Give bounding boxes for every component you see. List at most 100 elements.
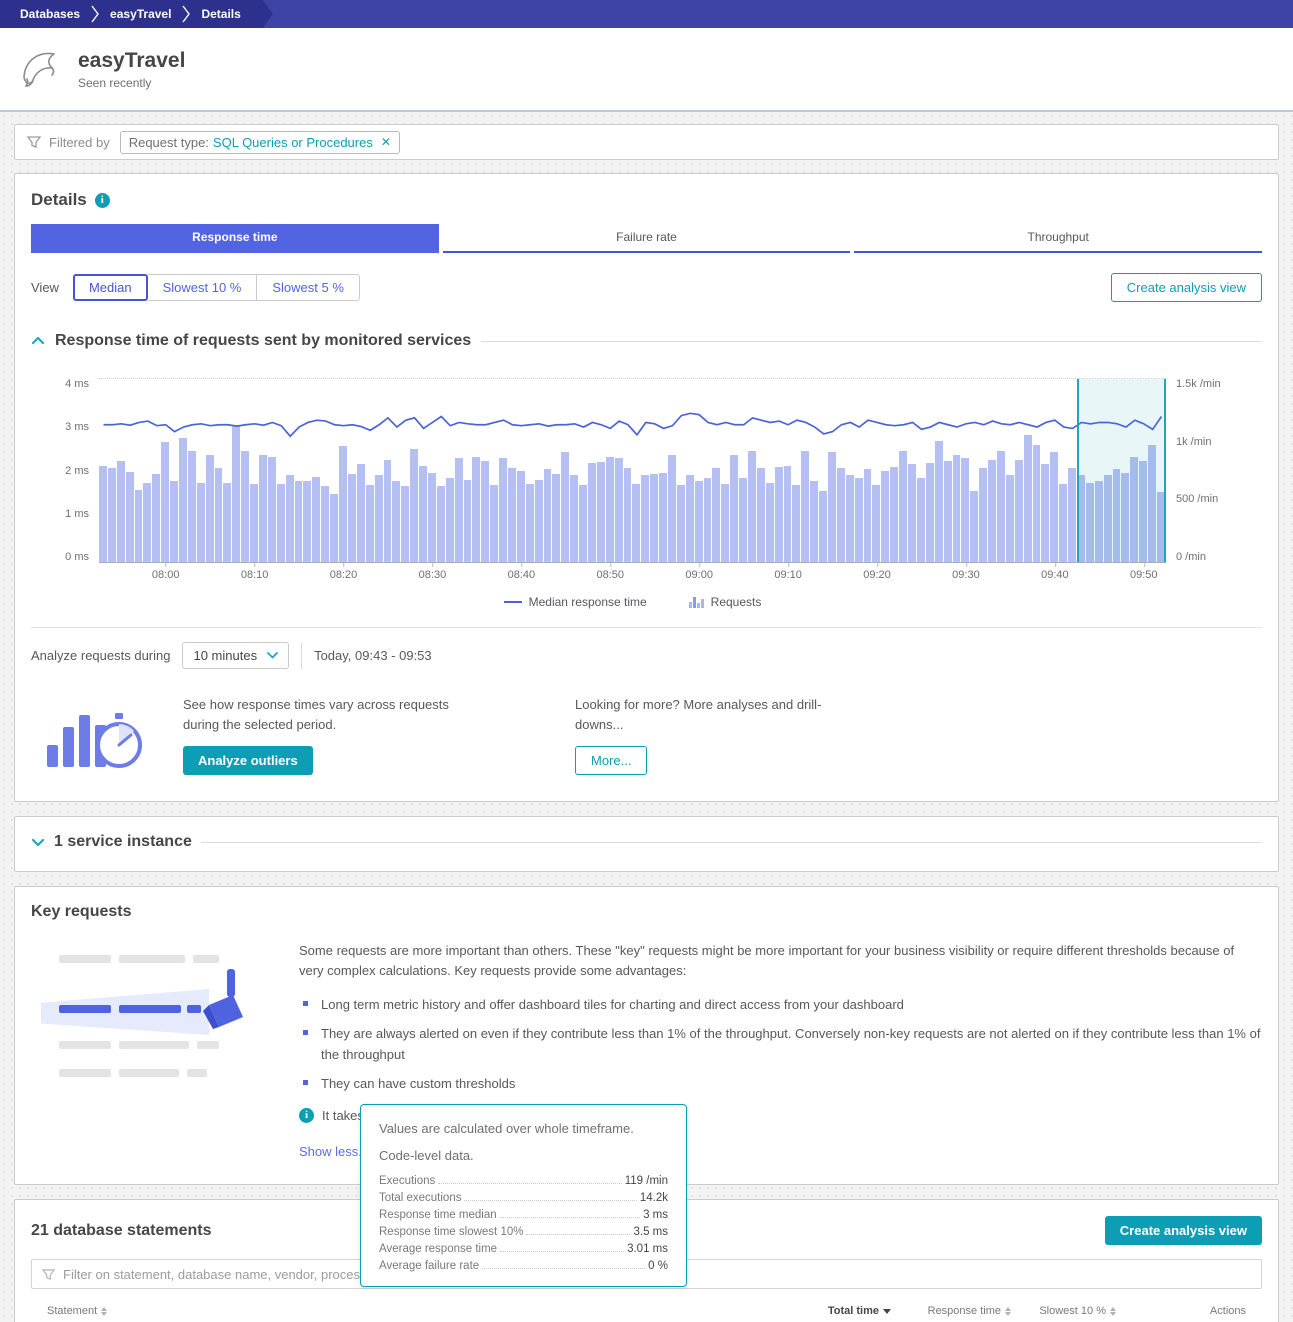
- key-requests-bullets: Long term metric history and offer dashb…: [299, 995, 1262, 1094]
- timeframe-dropdown[interactable]: 10 minutes: [182, 642, 290, 669]
- x-axis-tick: 08:10: [240, 563, 269, 581]
- service-instance-title[interactable]: 1 service instance: [54, 833, 192, 850]
- analyze-during-label: Analyze requests during: [31, 648, 171, 663]
- filter-chip[interactable]: Request type: SQL Queries or Procedures …: [119, 130, 400, 154]
- sort-desc-icon: [883, 1308, 891, 1314]
- line-swatch-icon: [503, 601, 522, 603]
- view-option-slowest-10[interactable]: Slowest 10 %: [147, 274, 258, 301]
- breadcrumb-separator-icon: [181, 5, 191, 23]
- x-axis-tick: 08:00: [151, 563, 180, 581]
- mysql-dolphin-logo-icon: [23, 52, 55, 87]
- filter-chip-value: SQL Queries or Procedures: [212, 134, 373, 150]
- breadcrumb-item-details[interactable]: Details: [201, 7, 241, 21]
- key-requests-illustration: [41, 941, 271, 1077]
- x-axis-tick: 09:30: [952, 563, 980, 581]
- selected-timeframe-text: Today, 09:43 - 09:53: [314, 648, 432, 663]
- column-response-time[interactable]: Response time: [891, 1305, 1011, 1317]
- x-axis-ticks: 08:00 08:10 08:20 08:30 08:40 08:50 09:00 09:10…: [99, 563, 1166, 585]
- bullet-item: Long term metric history and offer dashb…: [299, 995, 1262, 1015]
- sort-icon: [1110, 1306, 1116, 1316]
- left-axis-labels: 4 ms 3 ms 2 ms 1 ms 0 ms: [31, 378, 89, 563]
- breadcrumb-item-easytravel[interactable]: easyTravel: [110, 7, 172, 21]
- key-requests-heading: Key requests: [31, 903, 132, 920]
- details-info-icon[interactable]: i: [94, 192, 110, 208]
- filter-bar: Filtered by Request type: SQL Queries or…: [14, 124, 1279, 160]
- timeframe-selection-overlay[interactable]: [1077, 379, 1166, 562]
- filter-funnel-icon: [27, 136, 41, 148]
- chart-section-title[interactable]: Response time of requests sent by monito…: [55, 332, 472, 349]
- view-option-median[interactable]: Median: [72, 274, 148, 301]
- tooltip-stat-row: Average failure rate 0 %: [379, 1260, 668, 1272]
- tab-throughput[interactable]: Throughput: [854, 224, 1263, 253]
- breadcrumb-bar: Databases easyTravel Details: [0, 0, 1293, 28]
- filter-chip-close-icon[interactable]: ✕: [380, 135, 391, 149]
- right-axis-tick: 500 /min: [1176, 493, 1219, 506]
- tooltip-line-1: Values are calculated over whole timefra…: [379, 1121, 634, 1136]
- tooltip-stat-row: Response time median 3 ms: [379, 1209, 668, 1221]
- create-analysis-view-button-bottom[interactable]: Create analysis view: [1104, 1216, 1262, 1246]
- statements-heading: 21 database statements: [31, 1221, 212, 1239]
- divider: [31, 627, 1262, 628]
- view-segmented-control: Median Slowest 10 % Slowest 5 %: [72, 274, 360, 301]
- page-header: easyTravel Seen recently: [0, 28, 1293, 112]
- key-requests-paragraph: Some requests are more important than ot…: [299, 943, 1235, 979]
- chart-plot-area[interactable]: [99, 378, 1166, 563]
- chevron-down-icon: [267, 652, 278, 659]
- column-slowest-10[interactable]: Slowest 10 %: [1011, 1305, 1116, 1317]
- more-button[interactable]: More...: [575, 746, 648, 775]
- statements-table-header: Statement Total time Response time Slowe…: [31, 1305, 1262, 1317]
- x-axis-tick: 08:20: [329, 563, 358, 581]
- section-rule: [481, 340, 1262, 342]
- right-axis-tick: 1k /min: [1176, 435, 1212, 448]
- tooltip-stat-row: Executions 119 /min: [379, 1175, 668, 1187]
- expand-chevron-down-icon[interactable]: [31, 835, 45, 849]
- legend-median-response-time: Median response time: [503, 595, 647, 609]
- info-icon: i: [299, 1108, 314, 1124]
- collapse-chevron-up-icon[interactable]: [31, 334, 45, 348]
- column-total-time[interactable]: Total time: [741, 1305, 891, 1317]
- bullet-item: They are always alerted on even if they …: [299, 1024, 1262, 1064]
- section-rule: [200, 841, 1262, 843]
- response-time-chart: 4 ms 3 ms 2 ms 1 ms 0 ms 1.5k /min 1k /min 500…: [31, 378, 1262, 609]
- details-heading: Details: [31, 190, 87, 209]
- create-analysis-view-button[interactable]: Create analysis view: [1110, 273, 1262, 302]
- details-card: Details i Response time Failure rate Throu…: [14, 173, 1279, 802]
- right-axis-tick: 0 /min: [1176, 550, 1206, 563]
- tooltip-stat-row: Response time slowest 10% 3.5 ms: [379, 1226, 668, 1238]
- view-label: View: [31, 280, 59, 295]
- stopwatch-icon: [96, 713, 142, 768]
- statement-details-tooltip: Values are calculated over whole timefra…: [360, 1104, 687, 1287]
- column-statement[interactable]: Statement: [47, 1305, 741, 1317]
- median-response-line: [99, 379, 1166, 562]
- x-axis-tick: 08:50: [596, 563, 625, 581]
- breadcrumb: Databases easyTravel Details: [0, 0, 273, 28]
- outlier-analysis-icon: [47, 695, 147, 771]
- x-axis-tick: 08:30: [418, 563, 447, 581]
- more-description: Looking for more? More analyses and dril…: [575, 697, 822, 732]
- right-axis-tick: 1.5k /min: [1176, 378, 1221, 390]
- tab-failure-rate[interactable]: Failure rate: [442, 224, 851, 253]
- show-less-link[interactable]: Show less...: [299, 1143, 370, 1159]
- tab-response-time[interactable]: Response time: [31, 224, 439, 253]
- column-actions: Actions: [1209, 1305, 1246, 1318]
- breadcrumb-separator-icon: [90, 5, 100, 23]
- left-axis-tick: 2 ms: [65, 464, 89, 477]
- chart-legend: Median response time Requests: [99, 595, 1166, 609]
- service-instance-card: 1 service instance: [14, 816, 1279, 872]
- filter-funnel-icon: [42, 1268, 55, 1280]
- view-option-slowest-5[interactable]: Slowest 5 %: [257, 274, 360, 301]
- filtered-by-label: Filtered by: [49, 134, 110, 150]
- tooltip-line-2: Code-level data.: [379, 1148, 474, 1163]
- x-axis-tick: 09:10: [774, 563, 802, 581]
- analyze-outliers-button[interactable]: Analyze outliers: [183, 746, 313, 775]
- x-axis-tick: 09:00: [685, 563, 713, 581]
- outliers-description: See how response times vary across reque…: [183, 697, 449, 732]
- x-axis-tick: 09:40: [1041, 563, 1069, 581]
- vertical-separator: [301, 642, 303, 669]
- sort-icon: [1005, 1306, 1011, 1316]
- left-axis-tick: 4 ms: [65, 378, 89, 390]
- x-axis-tick: 09:20: [863, 563, 891, 581]
- left-axis-tick: 1 ms: [65, 507, 89, 520]
- tooltip-stat-row: Average response time 3.01 ms: [379, 1243, 668, 1255]
- breadcrumb-item-databases[interactable]: Databases: [20, 7, 81, 21]
